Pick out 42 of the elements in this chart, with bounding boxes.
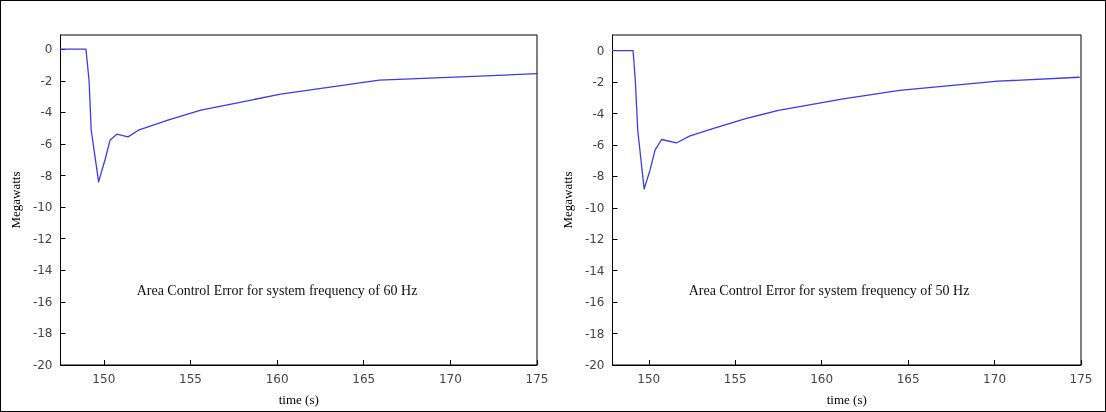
x-tick-label: 170	[983, 372, 1007, 386]
x-tick-label: 155	[179, 372, 202, 386]
y-tick-label: -10	[32, 200, 53, 215]
y-tick-label: -10	[584, 200, 605, 215]
x-tick-label: 165	[896, 372, 920, 386]
y-tick-label: -8	[40, 168, 53, 183]
y-tick-label: 0	[44, 42, 53, 57]
y-tick-label: -4	[592, 106, 605, 121]
y-tick-label: -6	[592, 138, 605, 152]
y-tick-label: -14	[32, 263, 53, 278]
y-tick-label: -12	[584, 232, 605, 247]
y-tick-label: -14	[584, 263, 605, 278]
x-tick-label: 165	[352, 372, 376, 386]
y-axis-title: Megawatts	[8, 171, 23, 229]
x-tick-label: 170	[438, 372, 462, 386]
annotation: Area Control Error for system frequency of 60 Hz	[136, 282, 418, 298]
x-tick-label: 175	[525, 372, 549, 386]
x-tick-label: 150	[637, 372, 661, 386]
y-tick-label: -4	[40, 105, 53, 120]
line-series	[59, 48, 538, 183]
y-tick-label: -6	[40, 136, 53, 151]
y-tick-label: -8	[592, 169, 605, 184]
y-axis-title: Megawatts	[560, 171, 575, 229]
x-tick-label: 175	[1069, 372, 1093, 386]
x-tick-label: 160	[265, 372, 289, 386]
y-tick-label: -16	[584, 295, 605, 310]
x-tick-label: 160	[810, 372, 834, 386]
y-tick-label: -16	[32, 294, 53, 309]
y-tick-label: -12	[32, 231, 53, 246]
annotation: Area Control Error for system frequency of 50 Hz	[688, 282, 970, 298]
x-axis-title: time (s)	[278, 392, 319, 407]
y-tick-label: -20	[32, 358, 53, 372]
y-tick-label: -20	[584, 358, 605, 372]
y-tick-label: -2	[592, 75, 605, 90]
y-tick-label: -2	[40, 73, 53, 88]
y-tick-label: 0	[596, 43, 605, 58]
y-tick-label: -18	[584, 326, 605, 341]
line-series	[611, 50, 1080, 190]
x-tick-label: 150	[92, 372, 116, 386]
x-axis-title: time (s)	[826, 392, 867, 407]
y-tick-label: -18	[32, 326, 53, 341]
x-tick-label: 155	[723, 372, 747, 386]
